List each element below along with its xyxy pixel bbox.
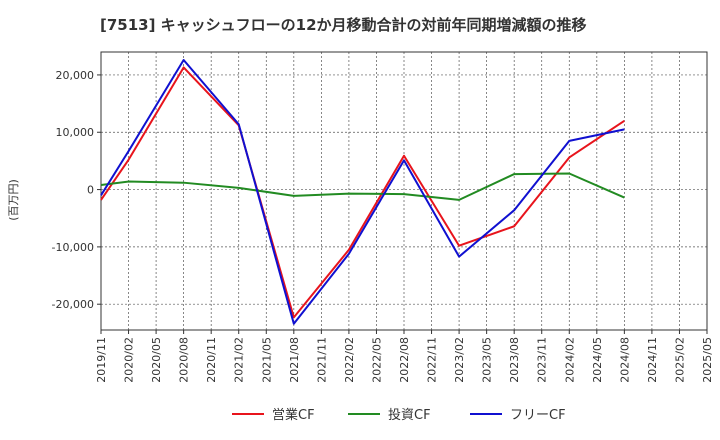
y-tick-label: 10,000 [56,126,95,139]
x-tick-label: 2024/08 [618,337,631,383]
x-tick-label: 2021/02 [233,337,246,383]
x-tick-label: 2025/02 [673,337,686,383]
series-line-投資CF [100,172,625,201]
x-tick-label: 2023/11 [536,337,549,383]
x-tick-label: 2021/05 [260,337,273,383]
y-axis: 20,000 10,000 0 -10,000 -20,000 [52,69,101,311]
series-line-営業CF [100,66,625,319]
y-tick-label: -20,000 [52,298,94,311]
x-tick-label: 2020/05 [150,337,163,383]
series-lines [100,59,625,325]
x-tick-label: 2023/02 [453,337,466,383]
chart-title: [7513] キャッシュフローの12か月移動合計の対前年同期増減額の推移 [100,16,587,34]
x-axis: 2019/11 2020/02 2020/05 2020/08 2020/11 2021/… [95,330,714,383]
legend-label: 投資CF [388,407,431,423]
y-axis-label: (百万円) [7,179,20,221]
x-tick-label: 2022/05 [370,337,383,383]
grid [100,52,708,330]
y-tick-label: 0 [87,184,94,197]
x-tick-label: 2019/11 [95,337,108,383]
y-tick-label: -10,000 [52,241,94,254]
x-tick-label: 2022/11 [426,337,439,383]
x-tick-label: 2020/02 [123,337,136,383]
x-tick-label: 2021/11 [315,337,328,383]
x-tick-label: 2023/05 [481,337,494,383]
legend-label: フリーCF [510,408,566,423]
x-tick-label: 2023/08 [508,337,521,383]
series-line-フリーCF [100,59,625,325]
x-tick-label: 2021/08 [288,337,301,383]
x-tick-label: 2024/05 [591,337,604,383]
legend-label: 営業CF [272,407,315,423]
x-tick-label: 2020/08 [178,337,191,383]
legend: 営業CF 投資CF フリーCF [232,407,566,423]
x-tick-label: 2020/11 [205,337,218,383]
x-tick-label: 2024/02 [563,337,576,383]
x-tick-label: 2024/11 [646,337,659,383]
y-tick-label: 20,000 [56,69,95,82]
x-tick-label: 2025/05 [701,337,714,383]
x-tick-label: 2022/02 [343,337,356,383]
x-tick-label: 2022/08 [398,337,411,383]
